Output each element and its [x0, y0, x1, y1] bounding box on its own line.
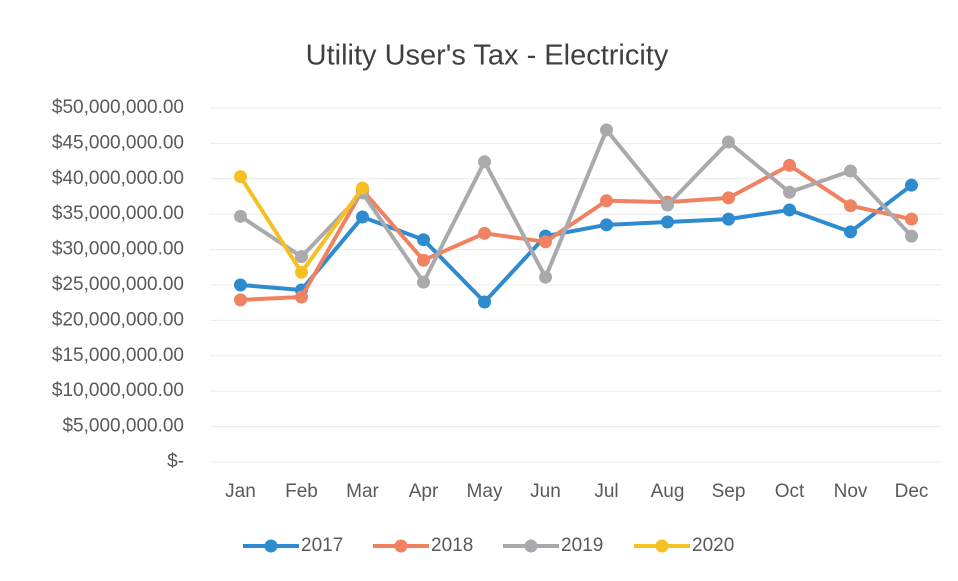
data-point — [905, 229, 918, 243]
x-tick-label: Jul — [594, 481, 618, 502]
data-point — [295, 290, 308, 304]
data-point — [783, 185, 796, 199]
data-point — [234, 278, 247, 292]
y-tick-label: $45,000,000.00 — [52, 132, 184, 153]
data-point — [905, 178, 918, 192]
data-point — [844, 164, 857, 178]
data-point — [905, 212, 918, 226]
data-point — [356, 181, 369, 195]
y-tick-label: $20,000,000.00 — [52, 309, 184, 330]
data-point — [478, 155, 491, 169]
data-point — [600, 218, 613, 232]
data-point — [539, 270, 552, 284]
x-tick-label: Apr — [409, 481, 439, 502]
data-point — [295, 250, 308, 264]
series-line — [240, 183, 913, 304]
y-tick-label: $25,000,000.00 — [52, 274, 184, 295]
data-point — [356, 210, 369, 224]
data-point — [295, 265, 308, 279]
legend-marker — [655, 539, 669, 553]
y-tick-label: $10,000,000.00 — [52, 380, 184, 401]
legend-label: 2018 — [431, 535, 473, 556]
x-tick-label: Mar — [346, 481, 379, 502]
chart-title: Utility User's Tax - Electricity — [306, 40, 669, 72]
x-tick-label: May — [467, 481, 503, 502]
x-tick-label: Aug — [651, 481, 685, 502]
data-point — [539, 235, 552, 249]
y-tick-label: $35,000,000.00 — [52, 203, 184, 224]
data-point — [234, 293, 247, 307]
data-point — [234, 170, 247, 184]
x-tick-label: Oct — [775, 481, 805, 502]
data-point — [722, 191, 735, 205]
legend-label: 2019 — [561, 535, 603, 556]
legend-label: 2017 — [301, 535, 343, 556]
data-point — [722, 212, 735, 226]
data-point — [478, 295, 491, 309]
y-tick-label: $30,000,000.00 — [52, 239, 184, 260]
data-point — [722, 135, 735, 149]
data-point — [417, 275, 430, 289]
legend-label: 2020 — [692, 535, 734, 556]
data-point — [783, 203, 796, 217]
series-line — [240, 163, 912, 302]
x-tick-label: Jun — [530, 481, 561, 502]
data-point — [844, 199, 857, 213]
y-tick-label: $50,000,000.00 — [52, 97, 184, 118]
data-point — [478, 226, 491, 240]
legend-marker — [524, 539, 538, 553]
x-tick-label: Sep — [712, 481, 746, 502]
x-tick-label: Feb — [285, 481, 318, 502]
y-tick-label: $5,000,000.00 — [62, 416, 184, 437]
data-point — [600, 194, 613, 208]
legend-marker — [264, 539, 278, 553]
data-point — [600, 123, 613, 137]
legend-marker — [394, 539, 408, 553]
data-point — [661, 215, 674, 229]
y-tick-label: $- — [167, 451, 184, 472]
data-point — [417, 233, 430, 247]
data-point — [234, 209, 247, 223]
y-tick-label: $15,000,000.00 — [52, 345, 184, 366]
x-tick-label: Jan — [225, 481, 256, 502]
data-point — [417, 253, 430, 267]
data-point — [783, 158, 796, 172]
x-tick-label: Nov — [834, 481, 868, 502]
data-point — [844, 225, 857, 239]
y-tick-label: $40,000,000.00 — [52, 168, 184, 189]
x-tick-label: Dec — [895, 481, 929, 502]
data-point — [661, 198, 674, 212]
